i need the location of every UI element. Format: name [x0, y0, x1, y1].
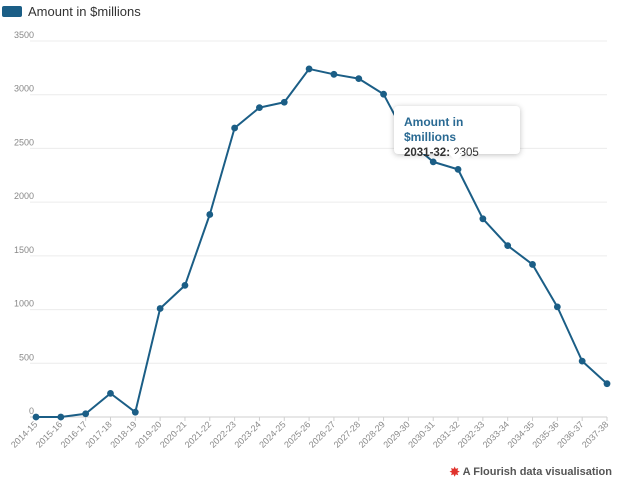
- y-tick-label: 2500: [14, 137, 34, 147]
- legend-label: Amount in $millions: [28, 4, 141, 19]
- data-point: [280, 98, 288, 106]
- y-tick-label: 3500: [14, 30, 34, 40]
- series-line: [36, 67, 608, 418]
- x-tick-label: 2020-21: [158, 419, 188, 449]
- flourish-star-icon: ✸: [449, 465, 460, 479]
- x-tick-label: 2024-25: [257, 419, 287, 449]
- data-point: [82, 410, 90, 418]
- data-point: [156, 305, 164, 312]
- x-tick-label: 2029-30: [381, 419, 411, 449]
- legend[interactable]: Amount in $millions: [2, 4, 141, 19]
- flourish-credit[interactable]: ✸ A Flourish data visualisation: [450, 465, 612, 479]
- tooltip: Amount in $millions 2031-32: 2305: [394, 106, 520, 161]
- x-tick-label: 2026-27: [307, 419, 337, 449]
- legend-swatch: [2, 6, 22, 17]
- credit-text: A Flourish data visualisation: [462, 466, 612, 478]
- x-tick-label: 2032-33: [456, 419, 486, 449]
- data-point: [231, 124, 239, 132]
- x-tick-label: 2035-36: [530, 419, 560, 449]
- tooltip-title: Amount in $millions: [404, 115, 464, 144]
- x-tick-label: 2019-20: [133, 419, 163, 449]
- data-point: [305, 65, 313, 73]
- x-axis-ticks: 2014-152015-162016-172017-182018-192019-…: [9, 417, 610, 450]
- y-tick-label: 3000: [14, 84, 34, 94]
- data-point: [32, 413, 40, 421]
- data-point: [131, 408, 139, 416]
- data-point: [107, 389, 114, 397]
- x-tick-label: 2015-16: [34, 419, 64, 449]
- tooltip-arrow: [449, 154, 463, 161]
- x-tick-label: 2023-24: [232, 419, 262, 449]
- x-tick-label: 2016-17: [59, 419, 89, 449]
- data-point: [454, 165, 462, 173]
- data-point: [355, 75, 363, 82]
- data-point: [578, 357, 586, 365]
- x-tick-label: 2022-23: [208, 419, 238, 449]
- data-point: [181, 282, 189, 289]
- x-tick-label: 2034-35: [506, 419, 536, 449]
- series-layer: [32, 65, 611, 421]
- x-tick-label: 2033-34: [481, 419, 511, 449]
- data-point: [256, 104, 263, 112]
- data-point: [380, 90, 387, 98]
- data-point: [553, 303, 561, 311]
- x-tick-label: 2027-28: [332, 419, 362, 449]
- y-axis-ticks: 0 500 1000 1500 2000 2500 3000 3500: [14, 30, 34, 416]
- data-point: [206, 211, 214, 218]
- data-point: [57, 413, 65, 421]
- x-tick-label: 2014-15: [9, 419, 39, 449]
- x-tick-label: 2030-31: [406, 419, 436, 449]
- y-tick-label: 1500: [14, 245, 34, 255]
- gridlines: [30, 40, 607, 418]
- y-tick-label: 2000: [14, 191, 34, 201]
- y-tick-label: 0: [29, 406, 34, 416]
- x-tick-label: 2036-37: [555, 419, 585, 449]
- x-tick-label: 2021-22: [183, 419, 213, 449]
- x-tick-label: 2018-19: [108, 419, 138, 449]
- x-tick-label: 2017-18: [83, 419, 113, 449]
- data-point: [504, 242, 512, 250]
- data-point: [529, 261, 536, 268]
- data-point: [479, 215, 487, 223]
- data-point: [603, 380, 611, 388]
- x-tick-label: 2037-38: [580, 419, 610, 449]
- data-point: [330, 70, 338, 78]
- tooltip-category: 2031-32:: [404, 147, 451, 159]
- x-tick-label: 2025-26: [282, 419, 312, 449]
- y-tick-label: 1000: [14, 299, 34, 309]
- x-tick-label: 2028-29: [357, 419, 387, 449]
- data-point: [429, 158, 437, 166]
- y-tick-label: 500: [19, 352, 34, 362]
- x-tick-label: 2031-32: [431, 419, 461, 449]
